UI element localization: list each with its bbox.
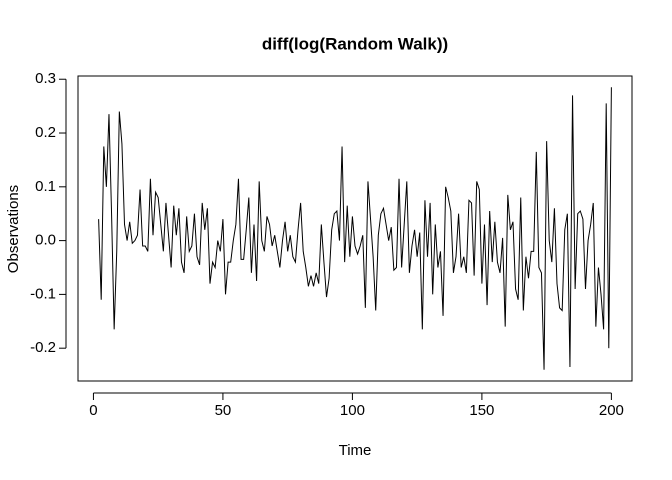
chart-title: diff(log(Random Walk)) <box>262 34 448 53</box>
y-tick-label: 0.0 <box>35 232 56 249</box>
plot-box <box>77 75 633 382</box>
x-tick-label: 0 <box>89 402 97 419</box>
y-tick-label: -0.2 <box>30 339 56 356</box>
y-axis-label: Observations <box>5 185 22 273</box>
x-tick-label: 100 <box>340 402 365 419</box>
y-tick-label: -0.1 <box>30 285 56 302</box>
x-tick-label: 200 <box>599 402 624 419</box>
x-tick-label: 50 <box>215 402 232 419</box>
y-tick-label: 0.2 <box>35 124 56 141</box>
y-tick-label: 0.1 <box>35 178 56 195</box>
x-axis-label: Time <box>339 442 372 459</box>
y-tick-label: 0.3 <box>35 70 56 87</box>
series-line <box>98 87 612 370</box>
x-tick-label: 150 <box>469 402 494 419</box>
